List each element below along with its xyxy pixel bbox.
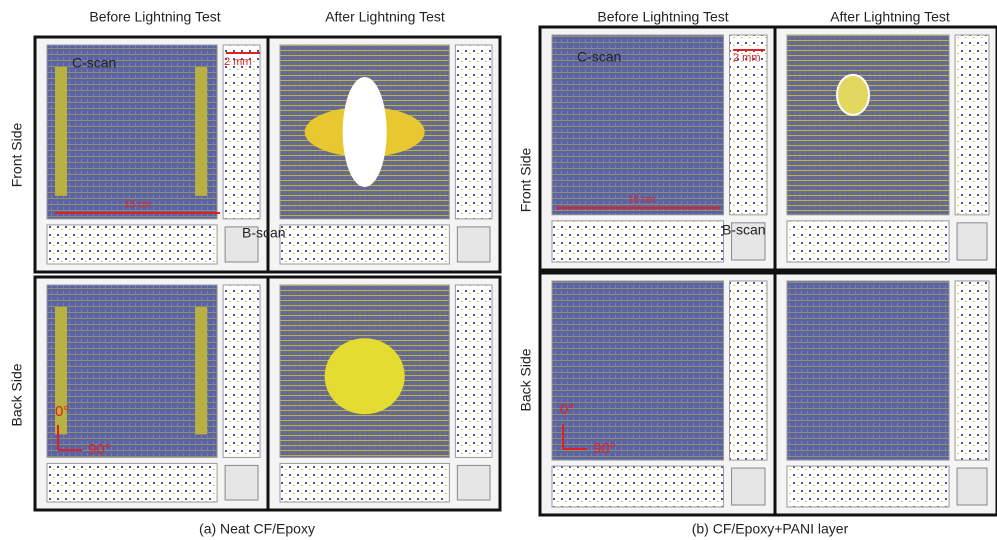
figure: Before Lightning Test After Lightning Te… — [0, 0, 997, 540]
thumb-box — [225, 465, 258, 500]
row-label: Front Side — [9, 122, 25, 187]
angle-label: 90° — [88, 441, 111, 458]
angle-label: 0° — [560, 401, 574, 418]
scale-label: 15 cm — [124, 200, 151, 211]
b-scan-side — [730, 281, 767, 460]
c-scan-image — [787, 281, 949, 460]
b-scan-bottom — [552, 221, 724, 262]
page: Before Lightning Test After Lightning Te… — [0, 0, 997, 540]
c-scan-label: C-scan — [72, 55, 116, 71]
scale-label: 2 mm — [224, 56, 252, 68]
thumb-box — [957, 468, 987, 505]
b-scan-side — [955, 281, 989, 460]
column-header: After Lightning Test — [325, 9, 445, 25]
c-scan-label: C-scan — [577, 49, 621, 65]
b-scan-side — [223, 45, 260, 219]
angle-label: 90° — [593, 440, 616, 457]
c-scan-image — [47, 45, 217, 219]
scale-label: 15 cm — [628, 195, 655, 206]
caption: (b) CF/Epoxy+PANI layer — [692, 521, 849, 537]
b-scan-bottom — [280, 225, 449, 264]
b-scan-bottom — [787, 466, 949, 507]
column-header: Before Lightning Test — [89, 9, 220, 25]
c-scan-image — [47, 285, 217, 457]
b-scan-side — [455, 45, 492, 219]
row-label: Front Side — [518, 147, 534, 212]
damage — [325, 338, 405, 414]
b-scan-label: B-scan — [722, 222, 766, 238]
b-scan-label: B-scan — [242, 225, 286, 241]
edge-band — [55, 67, 67, 196]
edge-band — [195, 307, 207, 434]
row-label: Back Side — [518, 348, 534, 411]
thumb-box — [957, 223, 987, 260]
b-scan-bottom — [787, 221, 949, 262]
column-header: Before Lightning Test — [597, 9, 728, 25]
column-header: After Lightning Test — [830, 9, 950, 25]
b-scan-side — [223, 285, 260, 457]
row-label: Back Side — [9, 363, 25, 426]
thumb-box — [732, 468, 765, 505]
c-scan-image — [552, 281, 724, 460]
thumb-box — [457, 227, 490, 262]
caption: (a) Neat CF/Epoxy — [199, 521, 315, 537]
damage — [837, 75, 869, 115]
scan-cells — [35, 27, 997, 515]
b-scan-bottom — [47, 225, 217, 264]
c-scan-image — [787, 35, 949, 215]
angle-label: 0° — [55, 403, 69, 420]
b-scan-bottom — [47, 463, 217, 502]
b-scan-bottom — [280, 463, 449, 502]
b-scan-side — [955, 35, 989, 215]
scale-label: 2 mm — [733, 52, 761, 64]
damage — [343, 77, 387, 187]
thumb-box — [457, 465, 490, 500]
b-scan-side — [455, 285, 492, 457]
edge-band — [195, 67, 207, 196]
b-scan-bottom — [552, 466, 724, 507]
